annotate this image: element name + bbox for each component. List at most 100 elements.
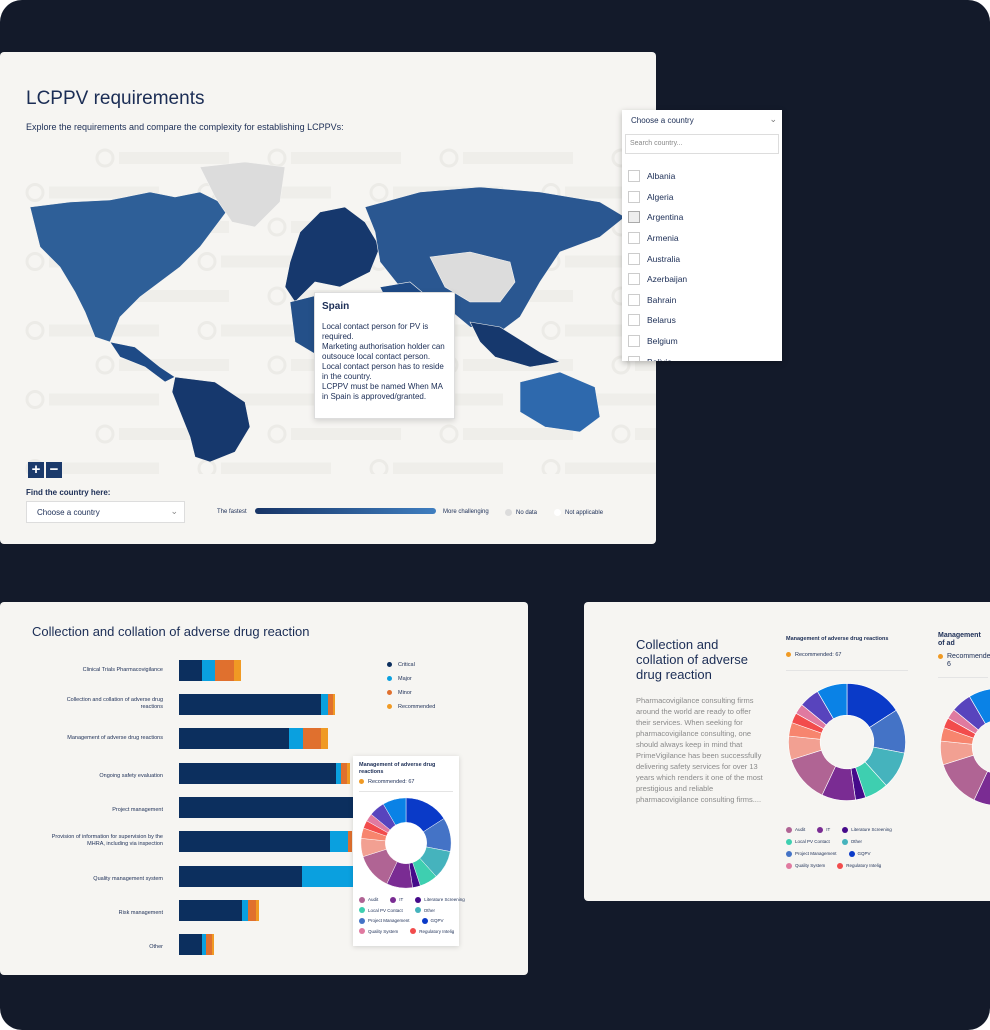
country-option[interactable]: Belgium [622, 331, 782, 352]
bar-segment-critical[interactable] [179, 831, 330, 852]
donut-legend-item: Audit [359, 896, 384, 903]
country-dropdown[interactable]: Choose a country ⌄ Search country... Alba… [622, 110, 782, 361]
bar-segment-major[interactable] [242, 900, 248, 921]
bar-segment-critical[interactable] [179, 763, 336, 784]
bar-segment-minor[interactable] [206, 934, 212, 955]
country-option[interactable]: Bahrain [622, 290, 782, 311]
bar-category-label: Collection and collation of adverse drug… [66, 697, 163, 710]
legend-swatch [848, 850, 855, 857]
bar-category-label: Risk management [118, 910, 163, 916]
bar-segment-minor[interactable] [328, 694, 333, 715]
bar-segment-minor[interactable] [248, 900, 256, 921]
bar-segment-recommended[interactable] [256, 900, 259, 921]
legend-swatch [421, 917, 428, 924]
map-region-southeast-asia[interactable] [469, 321, 561, 368]
country-option-label: Australia [647, 253, 681, 264]
legend-item: Critical [387, 662, 415, 668]
donut-legend-item: Quality System [786, 862, 831, 869]
country-select[interactable]: Choose a country ⌄ [26, 501, 185, 523]
country-option-label: Belgium [647, 336, 678, 347]
country-option[interactable]: Argentina [622, 207, 782, 228]
legend-swatch [387, 676, 392, 682]
checkbox[interactable] [628, 273, 640, 286]
checkbox[interactable] [628, 314, 640, 327]
bar-segment-recommended[interactable] [212, 934, 214, 955]
map-region-australia[interactable] [519, 371, 601, 433]
donut-slice[interactable] [817, 683, 848, 720]
bar-category-label: Provision of information for supervision… [51, 834, 163, 847]
bar-segment-recommended[interactable] [234, 660, 241, 681]
map-region-south-america[interactable] [171, 376, 251, 462]
map-region-central-america[interactable] [109, 341, 176, 383]
map-region-north-america[interactable] [29, 191, 231, 343]
donut-legend-item: GQPV [848, 850, 877, 857]
bar-segment-critical[interactable] [179, 934, 202, 955]
bar-segment-major[interactable] [289, 728, 303, 749]
donut-slice[interactable] [969, 688, 990, 725]
checkbox[interactable] [628, 355, 640, 361]
legend-swatch [387, 690, 392, 696]
country-option[interactable]: Albania [622, 166, 782, 187]
donut-legend-item: IT [390, 896, 409, 903]
legend-swatch [387, 704, 392, 710]
donut-legend-item: Regulatory Intelig [410, 928, 460, 935]
bar-chart-title: Collection and collation of adverse drug… [32, 624, 310, 639]
bar-segment-recommended[interactable] [347, 763, 350, 784]
legend-swatch [359, 896, 365, 903]
country-option[interactable]: Azerbaijan [622, 269, 782, 290]
map-region-china[interactable] [429, 251, 516, 303]
zoom-out-button[interactable]: − [46, 462, 62, 478]
country-option[interactable]: Belarus [622, 310, 782, 331]
donut-legend-item: IT [817, 826, 836, 833]
bar-segment-major[interactable] [202, 660, 215, 681]
country-option-label: Algeria [647, 191, 674, 202]
bar-segment-recommended[interactable] [333, 694, 335, 715]
donut-legend-item: GQPV [421, 917, 450, 924]
checkbox[interactable] [628, 170, 640, 183]
zoom-in-button[interactable]: + [28, 462, 44, 478]
chevron-down-icon: ⌄ [769, 114, 777, 124]
bar-segment-major[interactable] [202, 934, 206, 955]
bar-chart-card: Collection and collation of adverse drug… [0, 602, 528, 975]
bar-segment-major[interactable] [321, 694, 328, 715]
bar-segment-critical[interactable] [179, 866, 302, 887]
donut-slice[interactable] [382, 797, 407, 826]
donut-legend: Audit IT Literature Screening Local PV Cont… [359, 895, 465, 937]
checkbox[interactable] [628, 252, 640, 265]
donut-popup: Management of adverse drug reactions Rec… [353, 756, 465, 946]
checkbox[interactable] [628, 293, 640, 306]
donut-chart [360, 797, 452, 889]
map-region-europe[interactable] [284, 206, 381, 303]
checkbox[interactable] [628, 232, 640, 245]
donut-title-2: Management of ad [938, 632, 981, 647]
country-option-label: Argentina [647, 212, 684, 223]
checkbox[interactable] [628, 335, 640, 348]
legend-swatch [786, 862, 792, 869]
bar-segment-minor[interactable] [348, 831, 352, 852]
legend-swatch [842, 826, 849, 833]
recommended-value-2: Recommended: 6 [938, 653, 990, 669]
bar-segment-recommended[interactable] [321, 728, 328, 749]
country-search-input[interactable]: Search country... [625, 134, 779, 154]
country-option-label: Bahrain [647, 294, 677, 305]
checkbox[interactable] [628, 190, 640, 203]
bar-segment-minor[interactable] [215, 660, 234, 681]
bar-segment-major[interactable] [336, 763, 341, 784]
bar-segment-major[interactable] [330, 831, 348, 852]
bar-segment-critical[interactable] [179, 900, 242, 921]
legend-gradient-bar [255, 508, 436, 514]
bar-segment-critical[interactable] [179, 797, 359, 818]
bar-segment-minor[interactable] [341, 763, 347, 784]
bar-segment-critical[interactable] [179, 694, 321, 715]
bar-segment-major[interactable] [302, 866, 357, 887]
dropdown-header[interactable]: Choose a country ⌄ [622, 110, 782, 130]
country-option[interactable]: Algeria [622, 187, 782, 208]
bar-segment-minor[interactable] [303, 728, 321, 749]
bar-segment-critical[interactable] [179, 660, 202, 681]
map-region-greenland[interactable] [199, 161, 286, 228]
country-option[interactable]: Bolivia [622, 351, 782, 361]
country-option[interactable]: Australia [622, 248, 782, 269]
bar-segment-critical[interactable] [179, 728, 289, 749]
checkbox[interactable] [628, 211, 640, 224]
country-option[interactable]: Armenia [622, 228, 782, 249]
